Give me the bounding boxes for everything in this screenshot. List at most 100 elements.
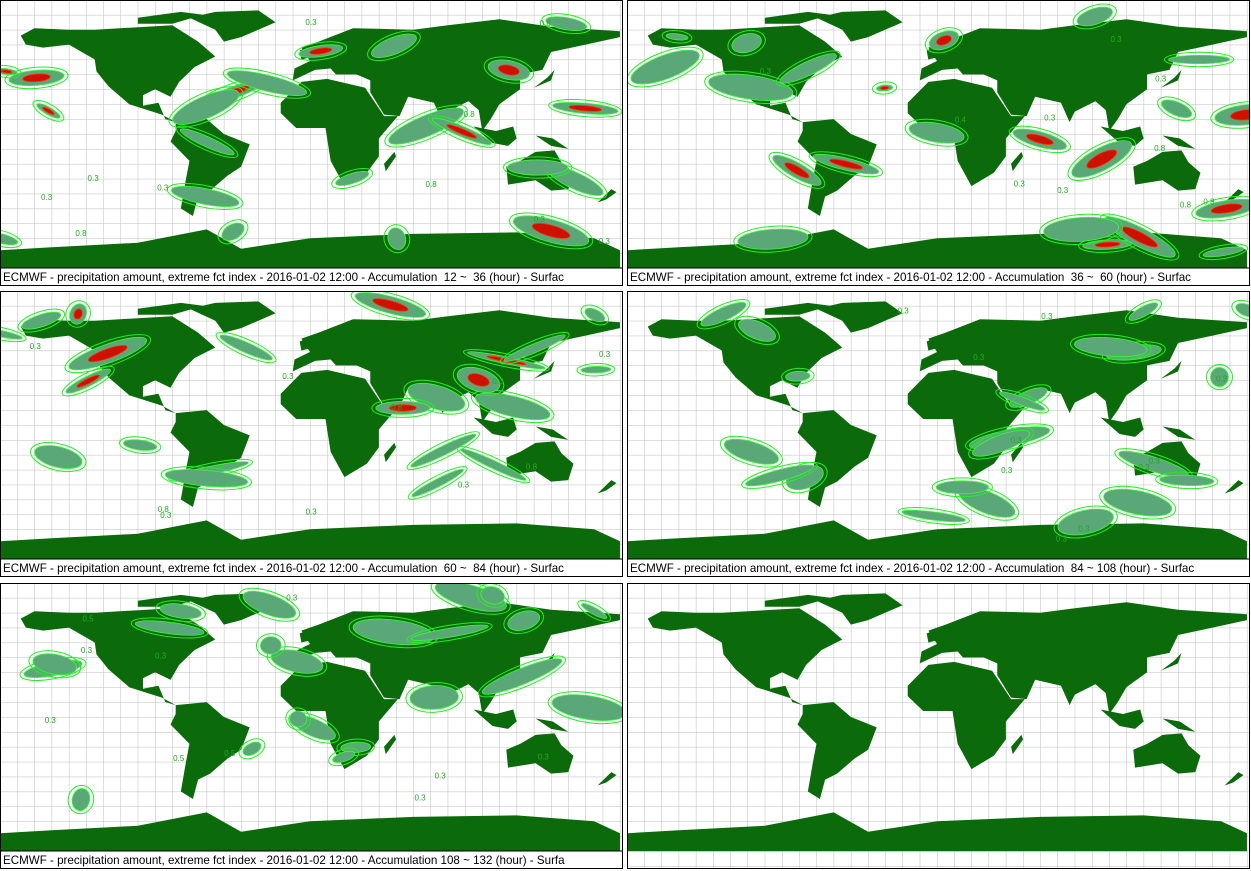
- contour-fill: [630, 49, 700, 85]
- caption-bar: [627, 558, 1250, 577]
- extreme-area: [372, 298, 409, 312]
- contour: [64, 334, 152, 374]
- contour: [350, 291, 431, 321]
- contour: [580, 304, 610, 326]
- contour: [781, 367, 815, 385]
- caption: ECMWF - precipitation amount, extreme fc…: [630, 562, 1194, 575]
- contour-label: 0.3: [492, 377, 504, 386]
- contour: [65, 300, 91, 328]
- contour: [4, 66, 69, 90]
- contour-label: 0.3: [760, 67, 772, 76]
- contour-fill: [481, 658, 563, 695]
- contour-fill: [1128, 302, 1159, 321]
- contour-label: 0.3: [534, 215, 546, 224]
- contour-fill: [32, 653, 78, 676]
- contour: [1099, 213, 1180, 261]
- contour-label: 0.3: [538, 752, 550, 761]
- contour-fill: [335, 171, 370, 186]
- contour: [499, 331, 570, 365]
- contour: [266, 646, 328, 677]
- contour-fill: [731, 33, 762, 54]
- contour: [1067, 137, 1136, 181]
- extreme-area: [388, 404, 417, 412]
- contour: [871, 81, 898, 95]
- contour: [1008, 125, 1071, 154]
- contour-label: 0.5: [82, 614, 94, 623]
- extreme-area: [467, 373, 490, 387]
- contour-fill: [1159, 474, 1215, 487]
- contour: [336, 738, 376, 757]
- contour-fill: [901, 509, 966, 523]
- contour: [67, 784, 95, 815]
- contour-fill: [581, 603, 608, 619]
- contour: [1053, 505, 1118, 539]
- extreme-area: [829, 158, 863, 170]
- contour: [130, 617, 209, 639]
- extreme-area: [0, 69, 13, 74]
- contour-fill: [999, 391, 1046, 411]
- contour-fill: [1057, 508, 1114, 536]
- contour-label: 0.3: [1014, 179, 1026, 188]
- contour-label: 0.8: [526, 463, 538, 472]
- contour-label: 0.3: [435, 772, 447, 781]
- contour: [964, 423, 1055, 453]
- contour: [696, 299, 751, 330]
- contour: [904, 118, 969, 147]
- contour-fill: [1168, 54, 1231, 65]
- contour-fill: [159, 603, 202, 619]
- extreme-area: [1230, 109, 1250, 121]
- contour-label: 0.3: [1155, 75, 1167, 84]
- extreme-area: [1121, 226, 1158, 248]
- contour-label: 0.5: [224, 749, 236, 758]
- contour: [238, 738, 266, 760]
- contour-label: 0.3: [458, 481, 470, 490]
- extreme-area: [309, 47, 333, 55]
- contour: [166, 183, 244, 210]
- contour-fill: [1043, 216, 1120, 242]
- panel-content: 0.3 0.8 0.3 0.3 0.8 0.3 0.4 0.8 0.3 0.3 ECMWF - pr…: [627, 0, 1250, 286]
- contour-fill: [1235, 303, 1250, 318]
- contour: [1206, 363, 1233, 391]
- contour: [0, 325, 27, 343]
- contour-label: 0.3: [305, 18, 317, 27]
- contour: [1039, 213, 1124, 245]
- contour-fill: [1161, 99, 1193, 119]
- contour: [781, 461, 828, 494]
- contour: [968, 426, 1034, 460]
- contour-label: 0.8: [540, 19, 552, 28]
- contour: [1124, 299, 1162, 324]
- extreme-area: [1086, 149, 1118, 169]
- contour: [547, 691, 623, 725]
- contour-label: 0.3: [898, 306, 910, 315]
- contour: [1191, 195, 1250, 222]
- contour: [255, 633, 286, 658]
- contour-label: 0.3: [1149, 456, 1161, 465]
- contour: [294, 41, 348, 61]
- contour-label: 0.3: [282, 372, 294, 381]
- contour-label: 0.3: [45, 716, 57, 725]
- contour: [470, 389, 555, 424]
- contour-fill: [332, 750, 356, 763]
- contour: [1157, 96, 1197, 122]
- map-panel: 0.3 0.8 0.3 0.3 0.8 0.3 0.4 0.8 0.3 0.3 ECMWF - pr…: [627, 0, 1250, 286]
- extreme-area: [22, 73, 51, 83]
- contour-label: 0.3: [157, 183, 169, 192]
- contour-fill: [1210, 367, 1229, 388]
- map-panel: [627, 583, 1250, 869]
- contour: [118, 436, 162, 454]
- contour-fill: [708, 73, 794, 101]
- contour-label: 0.3: [599, 350, 611, 359]
- contour-label: 0.3: [414, 793, 426, 802]
- panel-content: [627, 583, 1250, 869]
- contour-label: 0.8: [426, 180, 438, 189]
- panel-border: [627, 0, 1250, 286]
- contour-fill: [219, 334, 273, 361]
- contour-label: 0.3: [973, 353, 985, 362]
- contour: [477, 655, 567, 698]
- contour-label: 0.3: [286, 593, 298, 602]
- contour-fill: [123, 439, 158, 451]
- contour-fill: [179, 128, 235, 156]
- contour: [931, 477, 993, 498]
- contour-fill: [738, 318, 776, 342]
- contour-label: 0.3: [1001, 466, 1013, 475]
